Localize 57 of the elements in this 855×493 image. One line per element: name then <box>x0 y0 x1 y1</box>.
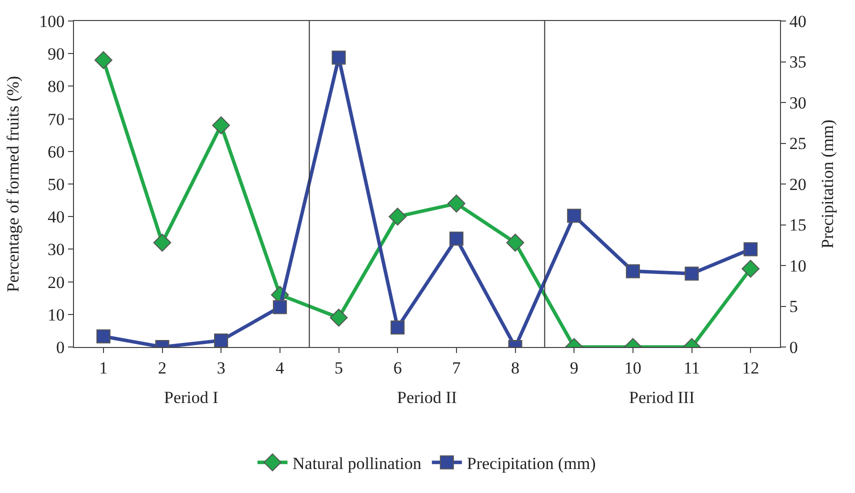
y2-tick-label: 0 <box>789 338 798 357</box>
point <box>626 264 640 278</box>
y2-tick-label: 5 <box>789 297 798 316</box>
x-tick-label: 6 <box>393 358 402 378</box>
x-tick-label: 4 <box>276 358 285 378</box>
point <box>742 260 760 278</box>
y2-tick-label: 25 <box>789 134 806 154</box>
y-tick-label: 40 <box>48 208 65 227</box>
point <box>94 51 112 70</box>
point <box>744 242 758 256</box>
text: Period III <box>629 388 695 407</box>
y-tick-label: 30 <box>48 240 65 260</box>
x-tick-label: 8 <box>511 358 520 378</box>
y-tick-label: 20 <box>48 272 65 292</box>
point <box>96 329 110 344</box>
y-tick-label: 100 <box>39 12 65 31</box>
point <box>449 232 464 246</box>
y-tick-label: 60 <box>48 142 65 162</box>
point <box>332 50 346 65</box>
legend-label: Natural pollination <box>292 454 422 473</box>
y2-tick-label: 30 <box>789 93 806 112</box>
point <box>684 266 699 281</box>
x-tick-label: 10 <box>624 358 642 378</box>
x-tick-label: 11 <box>684 358 700 378</box>
y2-axis-title: Precipitation (mm) <box>818 120 837 248</box>
point <box>567 208 582 223</box>
y-tick-label: 80 <box>48 77 65 96</box>
y-tick-label: 50 <box>48 174 65 194</box>
point <box>330 308 348 327</box>
y-tick-label: 90 <box>48 44 65 64</box>
y-tick-label: 0 <box>56 338 65 357</box>
y-tick-label: 10 <box>48 305 65 324</box>
x-tick-label: 5 <box>334 358 343 378</box>
point <box>390 320 405 334</box>
y2-tick-label: 40 <box>789 12 806 31</box>
point <box>388 208 407 226</box>
point <box>447 194 466 213</box>
y2-tick-label: 15 <box>789 216 806 235</box>
text: Period II <box>397 388 458 407</box>
point <box>506 234 524 252</box>
point <box>212 116 230 134</box>
point <box>272 300 287 314</box>
text: Period I <box>164 388 219 407</box>
x-tick-label: 2 <box>158 358 166 378</box>
legend-label: Precipitation (mm) <box>466 454 596 473</box>
y2-tick-label: 20 <box>789 174 806 194</box>
point <box>214 333 228 347</box>
y-axis-title: Percentage of formed fruits (%) <box>4 76 23 292</box>
point <box>153 234 172 252</box>
x-tick-label: 3 <box>216 358 226 378</box>
x-tick-label: 12 <box>742 358 760 378</box>
y2-tick-label: 10 <box>789 256 806 276</box>
x-tick-label: 7 <box>452 358 462 378</box>
x-tick-label: 1 <box>99 358 108 378</box>
y-tick-label: 70 <box>48 110 65 129</box>
x-tick-label: 9 <box>570 358 578 378</box>
y2-tick-label: 35 <box>789 52 806 72</box>
